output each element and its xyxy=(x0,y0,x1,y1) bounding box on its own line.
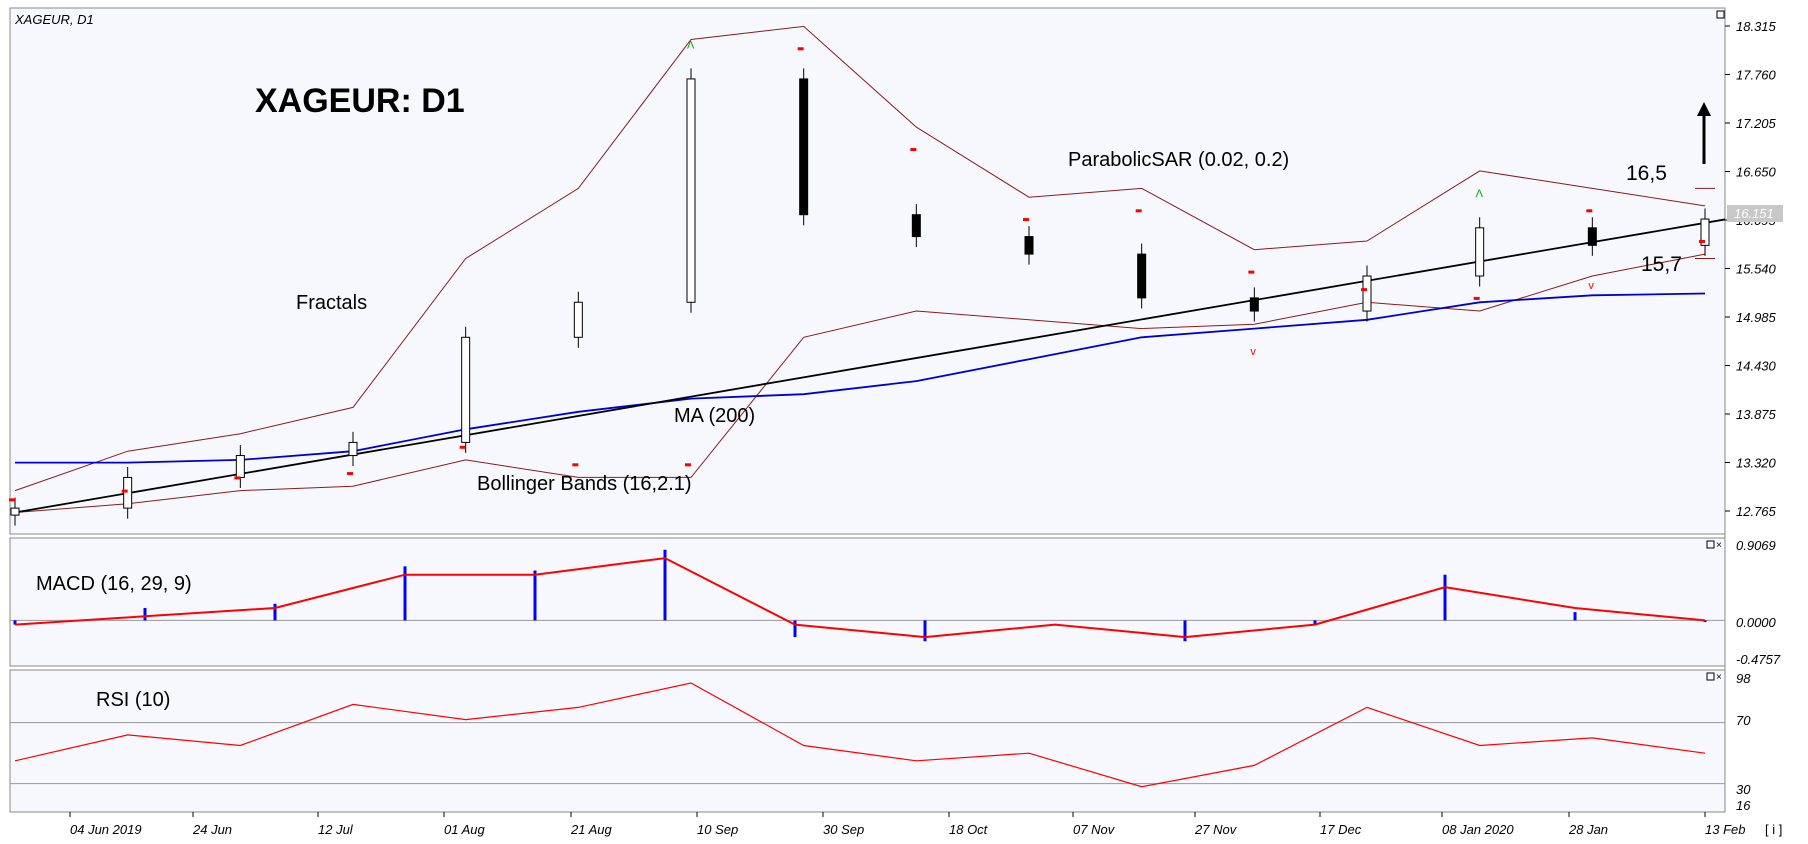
fractal-up-icon: Λ xyxy=(1476,188,1484,200)
price-tick-label: 17.760 xyxy=(1736,68,1777,83)
price-tick-label: 16.650 xyxy=(1736,165,1777,180)
macd-tick-label: 0.9069 xyxy=(1736,538,1776,553)
rsi-tick-label: 98 xyxy=(1736,671,1751,686)
macd-tick-label: -0.4757 xyxy=(1736,652,1781,667)
sar-dot xyxy=(685,463,691,467)
time-tick-label: 18 Oct xyxy=(949,822,989,837)
maximize-icon[interactable] xyxy=(1716,10,1725,19)
candle-body xyxy=(235,455,245,478)
candle-body xyxy=(573,301,583,338)
candle-body xyxy=(1024,236,1034,255)
price-tick-label: 13.875 xyxy=(1736,407,1777,422)
time-tick-label: 08 Jan 2020 xyxy=(1442,822,1514,837)
sar-dot xyxy=(1699,239,1705,243)
rsi-tick-label: 16 xyxy=(1736,798,1751,813)
parabolic-sar-label: ParabolicSAR (0.02, 0.2) xyxy=(1068,149,1289,171)
sar-dot xyxy=(121,489,128,493)
price-panel xyxy=(9,7,1726,535)
ma200-line xyxy=(15,292,1706,464)
time-tick-label: 28 Jan xyxy=(1568,822,1608,837)
svg-text:×: × xyxy=(1716,540,1722,551)
rsi-tick-label: 30 xyxy=(1736,782,1751,797)
price-tick-label: 15.540 xyxy=(1736,262,1777,277)
time-tick-label: 24 Jun xyxy=(192,822,232,837)
candle-body xyxy=(799,78,809,216)
sar-dot xyxy=(234,476,241,480)
candle-body xyxy=(1475,227,1485,277)
macd-signal-line xyxy=(14,557,1706,639)
candle-body xyxy=(123,476,133,509)
rsi-label: RSI (10) xyxy=(96,689,170,711)
fractal-down-icon: v xyxy=(1250,346,1256,358)
sar-dot xyxy=(1135,209,1142,213)
scroll-button[interactable]: [ i ] xyxy=(1765,822,1782,837)
time-tick-label: 17 Dec xyxy=(1320,822,1362,837)
up-arrow-icon xyxy=(1697,102,1711,164)
candle-body xyxy=(911,214,921,238)
sar-dot xyxy=(9,498,15,502)
candle-body xyxy=(10,507,20,516)
time-tick-label: 12 Jul xyxy=(318,822,354,837)
current-price-value: 16.151 xyxy=(1734,206,1774,221)
candle-body xyxy=(1587,227,1597,246)
candle-body xyxy=(686,78,696,303)
sar-dot xyxy=(1361,288,1367,292)
candle-body xyxy=(1137,253,1147,299)
macd-label: MACD (16, 29, 9) xyxy=(36,573,192,595)
time-tick-label: 30 Sep xyxy=(823,822,864,837)
time-tick-label: 13 Feb xyxy=(1705,822,1745,837)
svg-text:×: × xyxy=(1716,672,1722,683)
price-tick-label: 12.765 xyxy=(1736,504,1777,519)
sar-dot xyxy=(1586,209,1593,213)
candle-body xyxy=(461,336,471,443)
candle-body xyxy=(1362,275,1372,312)
bollinger-label: Bollinger Bands (16,2.1) xyxy=(477,473,692,495)
time-tick-label: 01 Aug xyxy=(444,822,485,837)
sar-dot xyxy=(459,445,466,449)
bollinger-upper-band xyxy=(14,25,1706,492)
rsi-panel xyxy=(9,669,1726,813)
time-tick-label: 27 Nov xyxy=(1194,822,1238,837)
chart-title: XAGEUR: D1 xyxy=(255,82,465,120)
price-tick-label: 17.205 xyxy=(1736,116,1777,131)
sar-dot xyxy=(1473,296,1480,300)
sar-dot xyxy=(1248,270,1255,274)
macd-tick-label: 0.0000 xyxy=(1736,615,1777,630)
price-tick-label: 13.320 xyxy=(1736,456,1777,471)
sar-dot xyxy=(347,472,353,476)
time-tick-label: 21 Aug xyxy=(570,822,612,837)
symbol-label: XAGEUR, D1 xyxy=(14,12,94,27)
price-tick-label: 14.985 xyxy=(1736,310,1777,325)
sar-dot xyxy=(1023,218,1029,222)
candle-body xyxy=(1700,218,1710,246)
macd-panel xyxy=(9,537,1726,667)
candle-body xyxy=(1249,297,1259,312)
time-tick-label: 04 Jun 2019 xyxy=(70,822,142,837)
sar-dot xyxy=(797,47,804,51)
macd-panel-controls[interactable]: × xyxy=(1706,540,1722,551)
current-price-tag xyxy=(1727,205,1783,222)
target-high-label: 16,5 xyxy=(1626,162,1667,185)
target-low-label: 15,7 xyxy=(1641,253,1682,276)
time-tick-label: 10 Sep xyxy=(697,822,738,837)
fractal-down-icon: v xyxy=(1588,280,1594,292)
bollinger-lower-band xyxy=(14,253,1706,513)
rsi-tick-label: 70 xyxy=(1736,713,1751,728)
fractal-up-icon: Λ xyxy=(687,39,695,51)
time-tick-label: 07 Nov xyxy=(1073,822,1116,837)
price-tick-label: 14.430 xyxy=(1736,359,1777,374)
fractals-label: Fractals xyxy=(296,292,367,314)
sar-dot xyxy=(572,463,579,467)
rsi-line xyxy=(14,682,1706,788)
ma-label: MA (200) xyxy=(674,405,755,427)
rsi-panel-controls[interactable]: × xyxy=(1706,672,1722,683)
sar-dot xyxy=(910,148,917,151)
price-tick-label: 18.315 xyxy=(1736,19,1777,34)
candle-body xyxy=(348,441,358,457)
trend-line xyxy=(14,218,1726,514)
